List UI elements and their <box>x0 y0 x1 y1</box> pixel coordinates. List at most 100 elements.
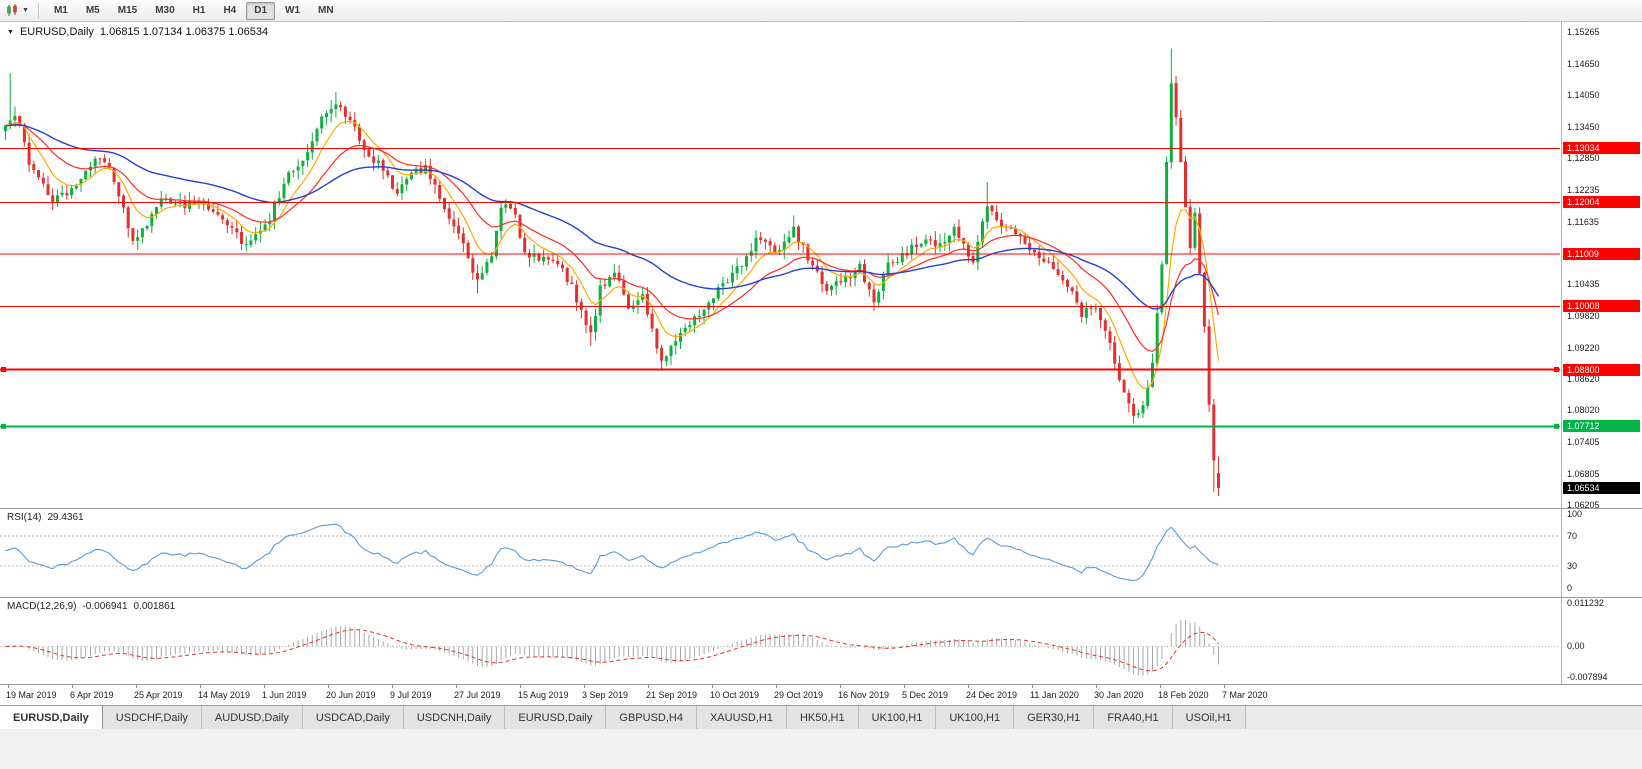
chart-title: ▼ EURUSD,Daily 1.06815 1.07134 1.06375 1… <box>7 26 268 38</box>
date-label: 19 Mar 2019 <box>6 690 57 700</box>
chart-type-dropdown-icon[interactable]: ▼ <box>22 7 29 14</box>
chart-tab-usdchf-daily[interactable]: USDCHF,Daily <box>103 706 202 729</box>
date-tick-mark <box>776 685 777 688</box>
price-axis[interactable]: 1.152651.146501.140501.134501.128501.122… <box>1561 22 1642 508</box>
candles-series <box>4 49 1220 497</box>
chart-type-icon[interactable] <box>5 4 20 17</box>
macd-signal-line <box>6 630 1219 671</box>
ma-line-8[interactable] <box>6 121 1219 388</box>
date-tick-mark <box>456 685 457 688</box>
date-tick-mark <box>392 685 393 688</box>
date-tick-mark <box>968 685 969 688</box>
macd-chart[interactable] <box>0 598 1561 684</box>
date-label: 21 Sep 2019 <box>646 690 697 700</box>
macd-histogram <box>6 620 1219 676</box>
rsi-indicator-name: RSI(14) <box>7 512 41 523</box>
main-chart-panel[interactable]: ▼ EURUSD,Daily 1.06815 1.07134 1.06375 1… <box>0 22 1642 508</box>
time-axis[interactable]: 19 Mar 2019 6 Apr 2019 25 Apr 2019 14 May 2… <box>0 685 1642 705</box>
chart-tab-fra40-h1[interactable]: FRA40,H1 <box>1094 706 1172 729</box>
date-tick-mark <box>72 685 73 688</box>
rsi-axis[interactable]: 10070300 <box>1561 509 1642 597</box>
price-tick: 1.15265 <box>1567 27 1600 37</box>
date-label: 14 May 2019 <box>198 690 250 700</box>
timeframe-button-m30[interactable]: M30 <box>147 2 182 20</box>
macd-axis[interactable]: 0.0112320.00-0.007894 <box>1561 598 1642 684</box>
chart-tab-usdcnh-daily[interactable]: USDCNH,Daily <box>404 706 506 729</box>
price-tick: 1.09820 <box>1567 311 1600 321</box>
chart-tab-usoil-h1[interactable]: USOil,H1 <box>1173 706 1246 729</box>
timeframe-button-m1[interactable]: M1 <box>46 2 76 20</box>
line-handle[interactable] <box>1554 367 1559 372</box>
date-label: 25 Apr 2019 <box>134 690 183 700</box>
date-tick-mark <box>1032 685 1033 688</box>
date-label: 1 Jun 2019 <box>262 690 307 700</box>
date-tick-mark <box>904 685 905 688</box>
date-label: 24 Dec 2019 <box>966 690 1017 700</box>
chart-tab-eurusd-daily[interactable]: EURUSD,Daily <box>505 706 606 729</box>
toolbar-separator <box>38 3 39 19</box>
rsi-tick: 0 <box>1567 583 1572 593</box>
timeframe-button-h4[interactable]: H4 <box>215 2 244 20</box>
chart-tab-eurusd-daily[interactable]: EURUSD,Daily <box>0 706 103 729</box>
date-label: 9 Jul 2019 <box>390 690 432 700</box>
date-tick-mark <box>136 685 137 688</box>
date-tick-mark <box>1224 685 1225 688</box>
line-handle[interactable] <box>1554 424 1559 429</box>
macd-signal-value: 0.001861 <box>134 601 176 612</box>
date-label: 29 Oct 2019 <box>774 690 823 700</box>
price-tick: 1.12850 <box>1567 153 1600 163</box>
ma-line-20[interactable] <box>6 124 1219 351</box>
rsi-tick: 70 <box>1567 531 1577 541</box>
ma-line-50[interactable] <box>6 125 1219 309</box>
date-tick-mark <box>840 685 841 688</box>
rsi-chart[interactable] <box>0 509 1561 597</box>
timeframe-button-d1[interactable]: D1 <box>246 2 275 20</box>
date-label: 20 Jun 2019 <box>326 690 376 700</box>
price-level-label: 1.07712 <box>1563 420 1640 432</box>
date-tick-mark <box>8 685 9 688</box>
date-tick-mark <box>520 685 521 688</box>
candlestick-icon-glyph <box>5 4 20 17</box>
macd-panel[interactable]: MACD(12,26,9) -0.006941 0.001861 0.01123… <box>0 598 1642 684</box>
timeframe-button-h1[interactable]: H1 <box>185 2 214 20</box>
chart-tab-gbpusd-h4[interactable]: GBPUSD,H4 <box>606 706 697 729</box>
chart-tab-usdcad-daily[interactable]: USDCAD,Daily <box>303 706 404 729</box>
date-label: 5 Dec 2019 <box>902 690 948 700</box>
price-tick: 1.06205 <box>1567 500 1600 508</box>
timeframe-button-w1[interactable]: W1 <box>277 2 308 20</box>
macd-indicator-name: MACD(12,26,9) <box>7 601 76 612</box>
price-tick: 1.12235 <box>1567 185 1600 195</box>
macd-label: MACD(12,26,9) -0.006941 0.001861 <box>7 601 175 612</box>
price-level-label: 1.10008 <box>1563 300 1640 312</box>
timeframe-button-m5[interactable]: M5 <box>78 2 108 20</box>
date-label: 27 Jul 2019 <box>454 690 501 700</box>
macd-tick: 0.011232 <box>1567 598 1604 608</box>
date-label: 6 Apr 2019 <box>70 690 114 700</box>
date-tick-mark <box>584 685 585 688</box>
timeframe-toolbar: ▼ M1M5M15M30H1H4D1W1MN <box>0 0 1642 22</box>
chart-tab-uk100-h1[interactable]: UK100,H1 <box>859 706 937 729</box>
timeframe-button-m15[interactable]: M15 <box>110 2 145 20</box>
chart-tab-uk100-h1[interactable]: UK100,H1 <box>936 706 1014 729</box>
rsi-panel[interactable]: RSI(14) 29.4361 10070300 <box>0 509 1642 597</box>
last-price-label: 1.06534 <box>1563 482 1640 494</box>
status-area <box>0 729 1642 769</box>
price-level-label: 1.13034 <box>1563 142 1640 154</box>
chart-ohlc-values: 1.06815 1.07134 1.06375 1.06534 <box>100 26 268 38</box>
timeframe-button-mn[interactable]: MN <box>310 2 342 20</box>
chart-tab-xauusd-h1[interactable]: XAUUSD,H1 <box>697 706 787 729</box>
candlestick-chart[interactable] <box>0 22 1561 508</box>
one-click-trading-arrow-icon[interactable]: ▼ <box>7 29 14 36</box>
price-tick: 1.10435 <box>1567 279 1600 289</box>
chart-tab-ger30-h1[interactable]: GER30,H1 <box>1014 706 1094 729</box>
date-label: 10 Oct 2019 <box>710 690 759 700</box>
line-handle[interactable] <box>1 367 6 372</box>
chart-tab-audusd-daily[interactable]: AUDUSD,Daily <box>202 706 303 729</box>
macd-tick: 0.00 <box>1567 641 1585 651</box>
price-tick: 1.09220 <box>1567 343 1600 353</box>
chart-tab-hk50-h1[interactable]: HK50,H1 <box>787 706 859 729</box>
price-tick: 1.07405 <box>1567 437 1600 447</box>
rsi-label: RSI(14) 29.4361 <box>7 512 84 523</box>
date-tick-mark <box>328 685 329 688</box>
line-handle[interactable] <box>1 424 6 429</box>
